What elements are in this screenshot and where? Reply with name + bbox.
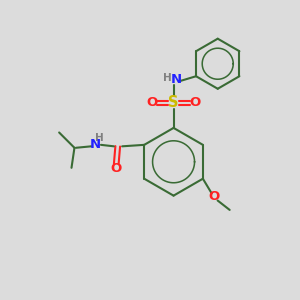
Text: H: H: [95, 134, 103, 143]
Text: O: O: [208, 190, 220, 203]
Text: N: N: [90, 138, 101, 151]
Text: O: O: [147, 96, 158, 110]
Text: H: H: [163, 74, 172, 83]
Text: O: O: [189, 96, 200, 110]
Text: N: N: [171, 74, 182, 86]
Text: S: S: [168, 95, 179, 110]
Text: O: O: [111, 162, 122, 175]
